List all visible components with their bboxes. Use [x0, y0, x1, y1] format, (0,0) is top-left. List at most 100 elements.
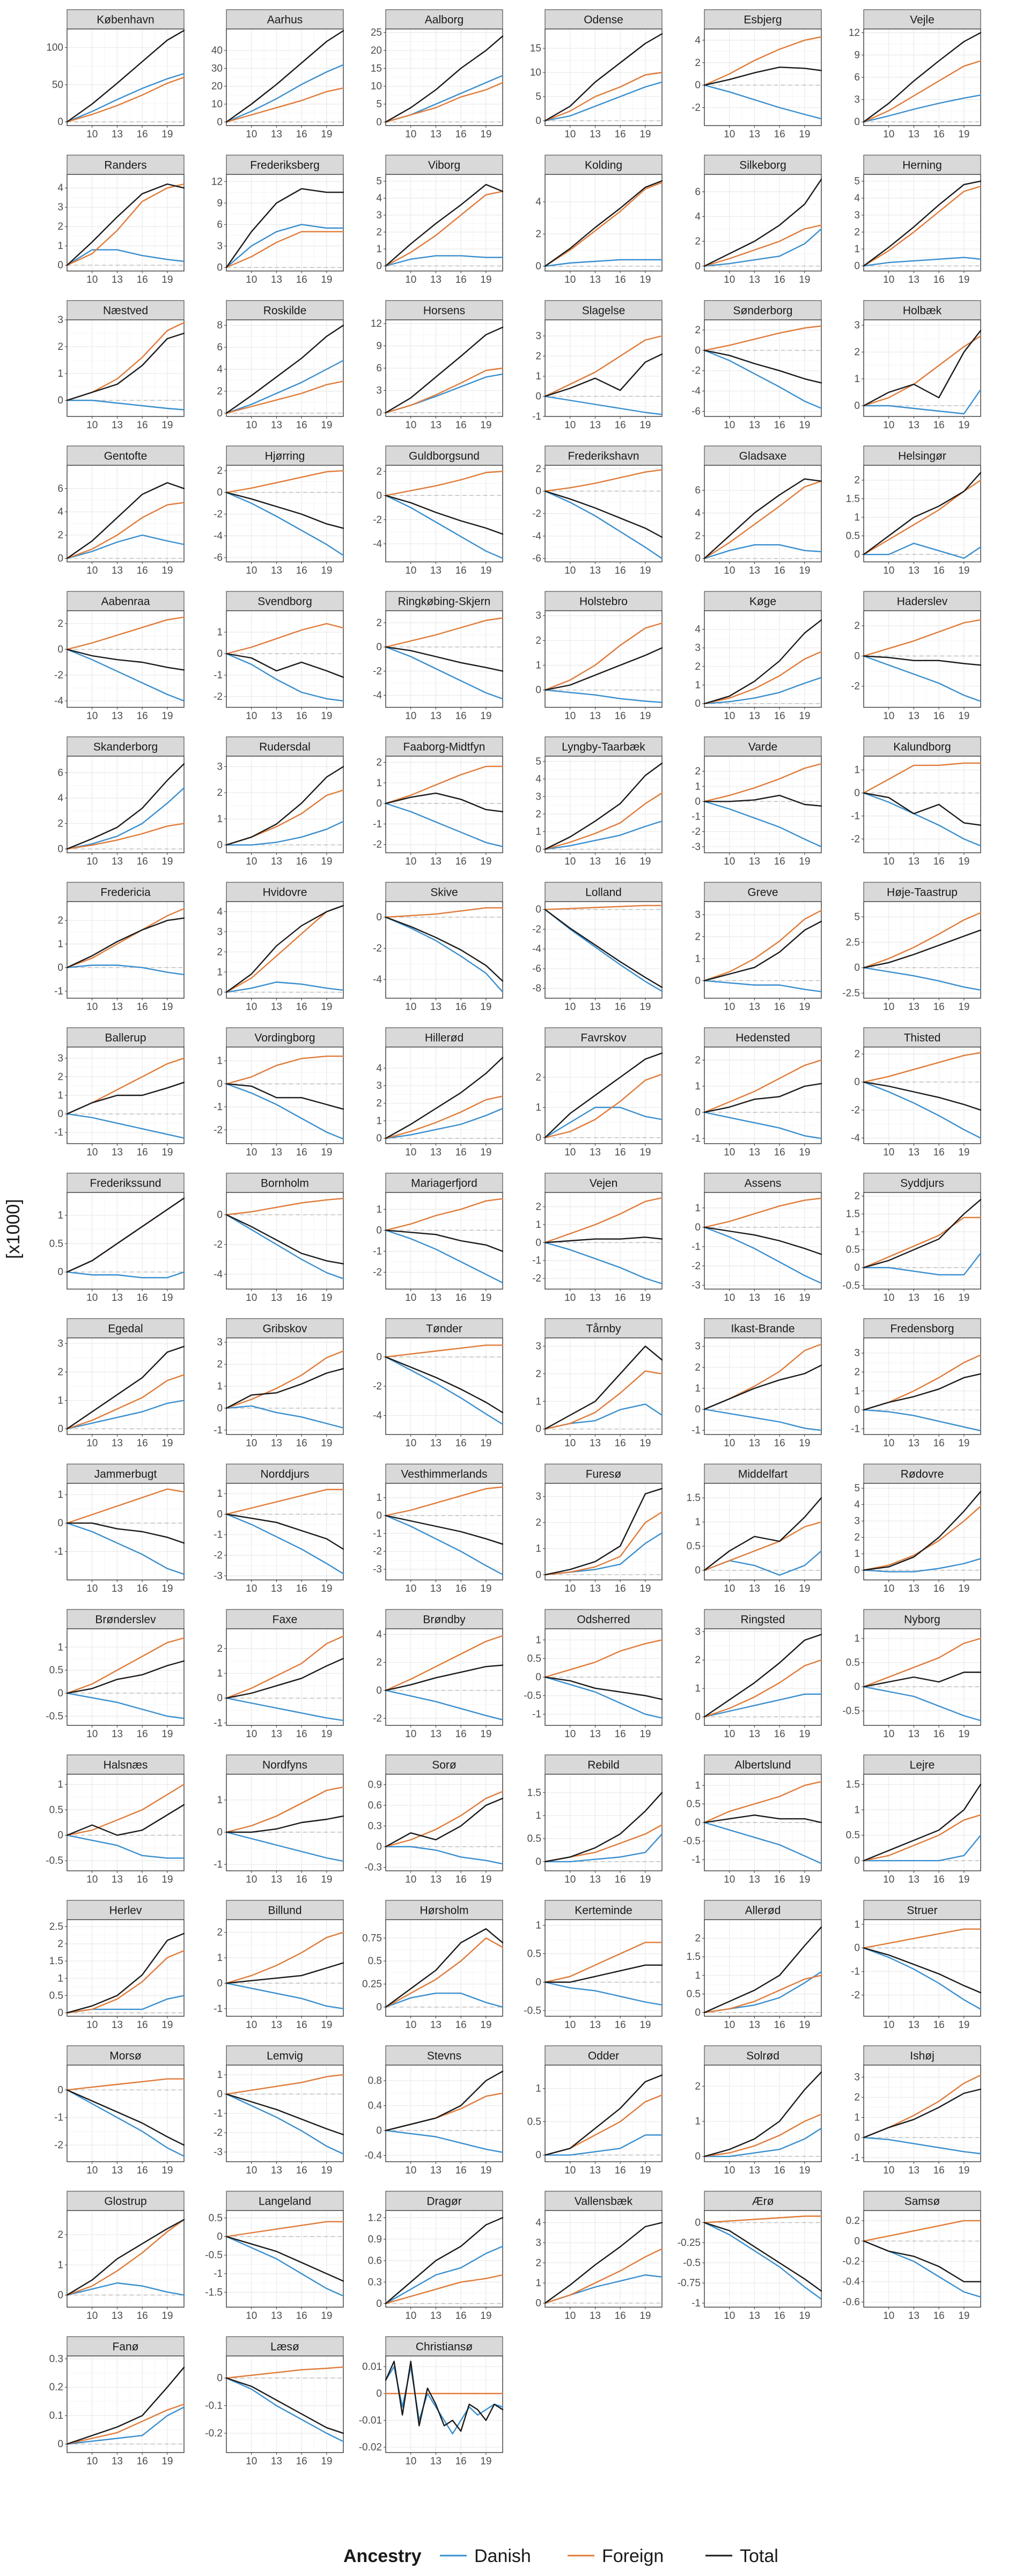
x-tick-label: 19 — [799, 2019, 810, 2031]
panel-frame — [385, 1337, 503, 1435]
x-tick-label: 19 — [161, 1729, 173, 1740]
panel-frame — [545, 2210, 663, 2308]
x-tick-label: 19 — [480, 2165, 491, 2176]
panel-frame — [863, 319, 981, 417]
y-tick-label: 2 — [695, 931, 701, 942]
x-tick-label: 16 — [455, 856, 467, 867]
y-tick-label: 3 — [695, 642, 701, 654]
x-tick-label: 13 — [590, 2019, 601, 2031]
panel-frame — [67, 610, 185, 708]
x-tick-label: 16 — [455, 420, 467, 431]
y-tick-label: 0 — [217, 262, 223, 273]
series-line-total — [66, 482, 185, 559]
y-tick-label: 1 — [57, 1973, 63, 1984]
panel-frame — [226, 319, 344, 417]
facet-strip — [545, 1754, 663, 1775]
facet-title: Aarhus — [267, 14, 303, 26]
x-tick-label: 19 — [958, 274, 969, 286]
x-tick-label: 13 — [112, 129, 123, 140]
x-tick-label: 10 — [405, 2456, 416, 2467]
x-tick-label: 16 — [615, 1583, 626, 1594]
x-tick-label: 16 — [296, 2165, 307, 2176]
series-line-total — [863, 180, 982, 267]
series-line-foreign — [544, 1197, 663, 1243]
panel-frame — [226, 1337, 344, 1435]
series-line-total — [66, 1933, 185, 2014]
series-line-danish — [863, 792, 982, 847]
panel-area — [863, 901, 981, 999]
x-tick-label: 10 — [883, 2310, 894, 2322]
panel-area — [704, 1919, 822, 2017]
x-tick-label: 16 — [615, 1729, 626, 1740]
panel-frame — [704, 465, 822, 562]
panel-frame — [385, 2355, 503, 2453]
series-line-foreign — [225, 1055, 344, 1085]
x-tick-label: 10 — [883, 1729, 894, 1740]
x-tick-label: 19 — [958, 2019, 969, 2031]
series-line-danish — [544, 2134, 663, 2156]
y-tick-label: 2 — [217, 787, 223, 799]
facet-strip — [704, 591, 822, 611]
series-line-total — [863, 330, 982, 407]
x-tick-label: 16 — [615, 420, 626, 431]
y-tick-label: 2 — [535, 351, 541, 362]
y-tick-label: -1 — [851, 1966, 860, 1978]
y-tick-label: 0 — [217, 839, 223, 851]
y-tick-label: 3 — [535, 2237, 541, 2249]
x-tick-label: 13 — [749, 565, 760, 576]
x-tick-label: 10 — [883, 856, 894, 867]
y-tick-label: 2 — [854, 475, 860, 486]
y-tick-label: -4 — [373, 1410, 382, 1422]
y-tick-label: -0.5 — [842, 1280, 860, 1291]
x-tick-label: 19 — [161, 711, 173, 722]
series-line-danish — [66, 72, 185, 123]
series-line-total — [863, 2240, 982, 2282]
y-tick-label: 1 — [376, 1115, 382, 1126]
x-tick-label: 10 — [405, 1147, 416, 1158]
x-tick-label: 16 — [774, 274, 785, 286]
y-tick-label: 4 — [695, 624, 701, 635]
y-tick-label: 1.5 — [846, 1779, 860, 1790]
x-tick-label: 19 — [480, 1874, 491, 1885]
y-tick-label: 1 — [535, 2083, 541, 2094]
series-line-total — [66, 1197, 185, 1273]
x-tick-label: 19 — [958, 1001, 969, 1013]
series-line-danish — [863, 655, 982, 702]
panel-area — [863, 2210, 981, 2308]
series-line-foreign — [863, 619, 982, 657]
panel-frame — [704, 1337, 822, 1435]
facet-strip — [704, 1754, 822, 1775]
y-tick-label: 0.5 — [687, 1798, 701, 1810]
facet-strip — [385, 9, 503, 30]
y-tick-label: 0 — [854, 1404, 860, 1416]
facet-title: Furesø — [586, 1468, 622, 1481]
facet-strip — [704, 1609, 822, 1629]
y-tick-label: 1 — [57, 1090, 63, 1101]
x-tick-label: 19 — [958, 129, 969, 140]
series-line-foreign — [385, 1198, 504, 1231]
x-tick-label: 19 — [480, 856, 491, 867]
facet-strip — [704, 300, 822, 320]
facet-title: Fredericia — [100, 887, 151, 899]
y-tick-label: 9 — [376, 340, 382, 352]
panel-frame — [545, 319, 663, 417]
y-tick-label: -0.2 — [205, 2428, 223, 2439]
x-tick-label: 16 — [296, 274, 307, 286]
x-tick-label: 16 — [455, 1292, 467, 1304]
series-line-danish — [66, 534, 185, 559]
panel-frame — [226, 2355, 344, 2453]
facet-title: Syddjurs — [900, 1177, 944, 1190]
x-tick-label: 13 — [271, 565, 282, 576]
series-line-danish — [544, 1242, 663, 1285]
series-line-foreign — [544, 1073, 663, 1138]
x-tick-label: 13 — [908, 1001, 919, 1013]
x-tick-label: 16 — [137, 274, 148, 286]
